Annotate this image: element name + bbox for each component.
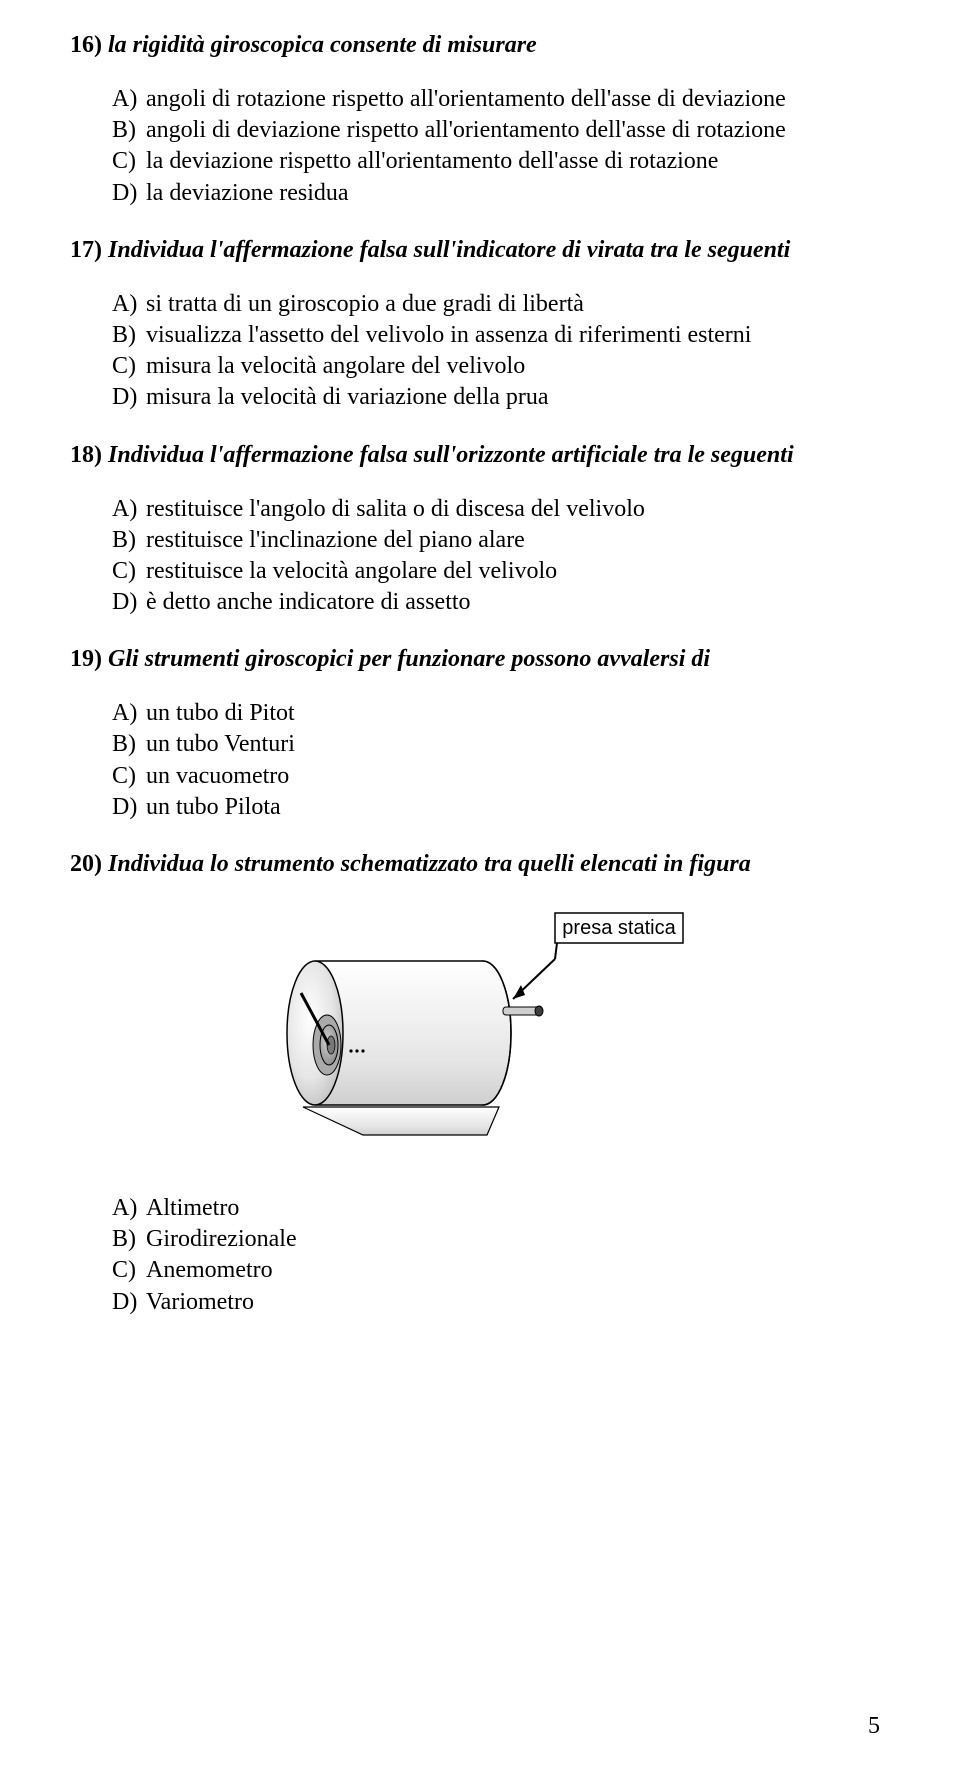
option-label: D) <box>112 178 146 209</box>
question-text: Gli strumenti giroscopici per funzionare… <box>108 646 710 672</box>
option-label: A) <box>112 289 146 320</box>
option-text: un vacuometro <box>146 761 880 792</box>
question-16-stem: 16) la rigidità giroscopica consente di … <box>70 30 880 60</box>
option-row: D) è detto anche indicatore di assetto <box>112 587 880 618</box>
option-text: restituisce l'inclinazione del piano ala… <box>146 525 880 556</box>
option-row: A) un tubo di Pitot <box>112 698 880 729</box>
option-label: C) <box>112 1255 146 1286</box>
option-text: visualizza l'assetto del velivolo in ass… <box>146 320 880 351</box>
option-text: un tubo di Pitot <box>146 698 880 729</box>
option-text: la deviazione residua <box>146 178 880 209</box>
option-row: D) la deviazione residua <box>112 178 880 209</box>
option-label: C) <box>112 761 146 792</box>
question-text: Individua l'affermazione falsa sull'indi… <box>108 237 790 263</box>
question-18-stem: 18) Individua l'affermazione falsa sull'… <box>70 440 880 470</box>
question-text: Individua l'affermazione falsa sull'oriz… <box>108 442 794 468</box>
option-row: B) angoli di deviazione rispetto all'ori… <box>112 115 880 146</box>
option-text: Girodirezionale <box>146 1224 880 1255</box>
question-20-stem: 20) Individua lo strumento schematizzato… <box>70 849 880 879</box>
option-row: B) un tubo Venturi <box>112 729 880 760</box>
question-19-stem: 19) Gli strumenti giroscopici per funzio… <box>70 644 880 674</box>
question-number: 17) <box>70 237 102 263</box>
option-text: un tubo Venturi <box>146 729 880 760</box>
option-label: C) <box>112 146 146 177</box>
option-text: Anemometro <box>146 1255 880 1286</box>
instrument-diagram-icon: presa statica <box>255 903 695 1153</box>
option-label: D) <box>112 587 146 618</box>
question-18-options: A) restituisce l'angolo di salita o di d… <box>70 494 880 619</box>
question-number: 16) <box>70 32 102 58</box>
question-20-figure: presa statica <box>70 903 880 1153</box>
option-label: B) <box>112 320 146 351</box>
option-label: B) <box>112 115 146 146</box>
question-17-stem: 17) Individua l'affermazione falsa sull'… <box>70 235 880 265</box>
option-row: C) misura la velocità angolare del veliv… <box>112 351 880 382</box>
question-number: 18) <box>70 442 102 468</box>
option-row: C) restituisce la velocità angolare del … <box>112 556 880 587</box>
question-text: Individua lo strumento schematizzato tra… <box>108 851 751 877</box>
question-text: la rigidità giroscopica consente di misu… <box>108 32 537 58</box>
option-text: restituisce la velocità angolare del vel… <box>146 556 880 587</box>
option-row: B) Girodirezionale <box>112 1224 880 1255</box>
svg-text:presa statica: presa statica <box>562 917 676 939</box>
page-number: 5 <box>868 1713 880 1740</box>
option-row: A) angoli di rotazione rispetto all'orie… <box>112 84 880 115</box>
option-row: C) un vacuometro <box>112 761 880 792</box>
option-label: A) <box>112 1193 146 1224</box>
option-text: un tubo Pilota <box>146 792 880 823</box>
option-row: A) restituisce l'angolo di salita o di d… <box>112 494 880 525</box>
question-17-options: A) si tratta di un giroscopio a due grad… <box>70 289 880 414</box>
option-text: la deviazione rispetto all'orientamento … <box>146 146 880 177</box>
option-text: misura la velocità di variazione della p… <box>146 382 880 413</box>
option-row: D) un tubo Pilota <box>112 792 880 823</box>
option-label: A) <box>112 698 146 729</box>
option-text: angoli di deviazione rispetto all'orient… <box>146 115 880 146</box>
option-label: B) <box>112 1224 146 1255</box>
option-row: B) restituisce l'inclinazione del piano … <box>112 525 880 556</box>
option-label: D) <box>112 382 146 413</box>
option-row: A) Altimetro <box>112 1193 880 1224</box>
option-row: C) la deviazione rispetto all'orientamen… <box>112 146 880 177</box>
option-label: A) <box>112 494 146 525</box>
option-row: D) Variometro <box>112 1287 880 1318</box>
option-label: A) <box>112 84 146 115</box>
option-text: misura la velocità angolare del velivolo <box>146 351 880 382</box>
question-number: 20) <box>70 851 102 877</box>
question-16-options: A) angoli di rotazione rispetto all'orie… <box>70 84 880 209</box>
question-number: 19) <box>70 646 102 672</box>
option-row: C) Anemometro <box>112 1255 880 1286</box>
option-text: Variometro <box>146 1287 880 1318</box>
option-label: D) <box>112 1287 146 1318</box>
option-label: B) <box>112 729 146 760</box>
option-text: angoli di rotazione rispetto all'orienta… <box>146 84 880 115</box>
question-19-options: A) un tubo di Pitot B) un tubo Venturi C… <box>70 698 880 823</box>
option-text: si tratta di un giroscopio a due gradi d… <box>146 289 880 320</box>
option-label: D) <box>112 792 146 823</box>
option-text: Altimetro <box>146 1193 880 1224</box>
option-text: restituisce l'angolo di salita o di disc… <box>146 494 880 525</box>
option-label: B) <box>112 525 146 556</box>
option-label: C) <box>112 351 146 382</box>
option-row: D) misura la velocità di variazione dell… <box>112 382 880 413</box>
option-text: è detto anche indicatore di assetto <box>146 587 880 618</box>
option-row: B) visualizza l'assetto del velivolo in … <box>112 320 880 351</box>
question-20-options: A) Altimetro B) Girodirezionale C) Anemo… <box>70 1193 880 1318</box>
option-label: C) <box>112 556 146 587</box>
option-row: A) si tratta di un giroscopio a due grad… <box>112 289 880 320</box>
